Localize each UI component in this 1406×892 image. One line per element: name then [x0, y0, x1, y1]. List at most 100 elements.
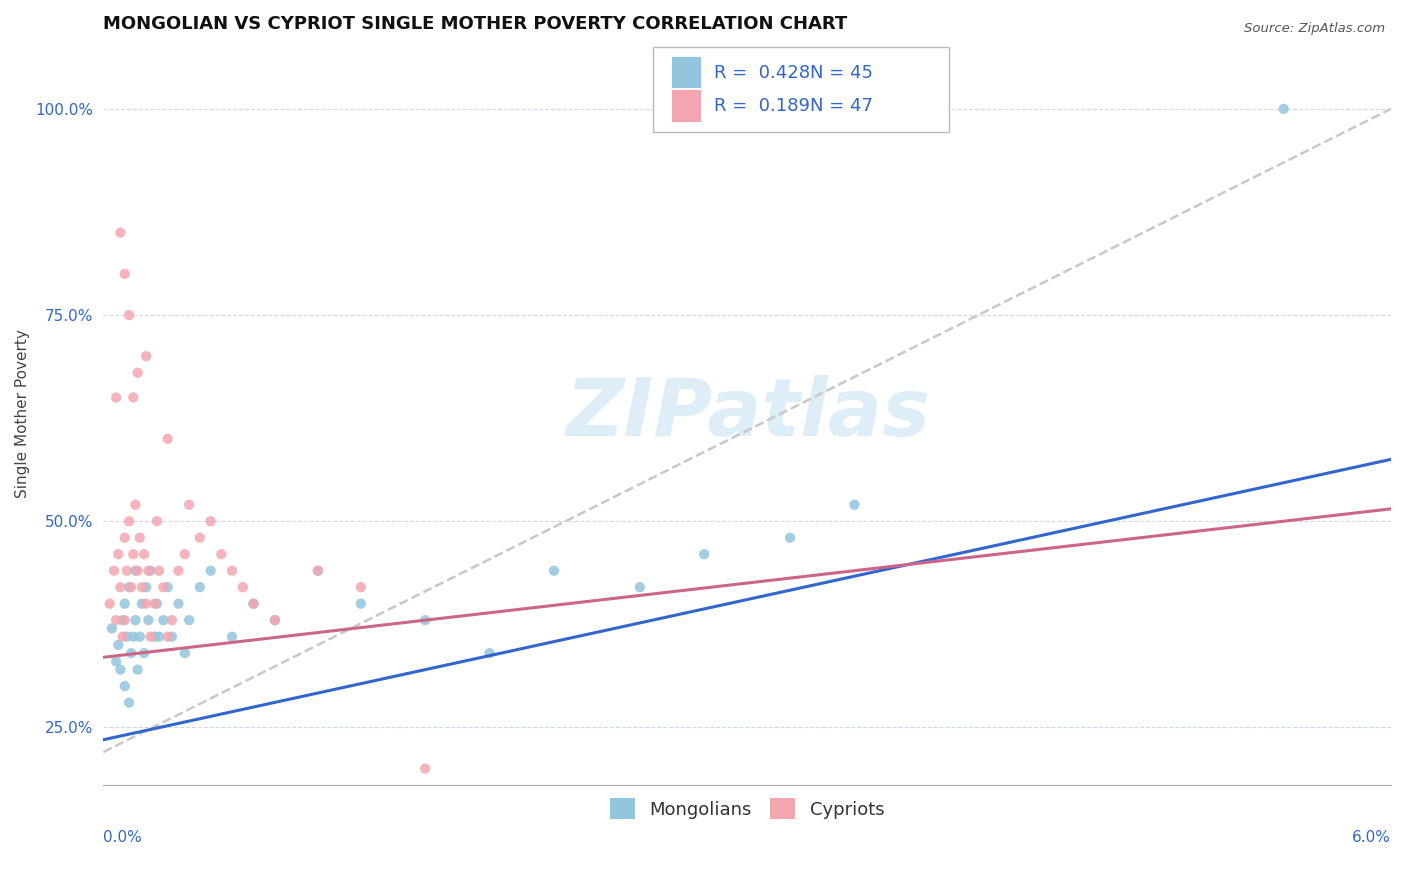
Point	[143, 630, 166, 644]
Point	[350, 580, 373, 594]
Text: 6.0%: 6.0%	[1353, 830, 1391, 845]
Point	[110, 663, 132, 677]
FancyBboxPatch shape	[672, 90, 700, 121]
Point	[127, 564, 149, 578]
Point	[156, 630, 179, 644]
Point	[127, 663, 149, 677]
Point	[146, 514, 169, 528]
Point	[156, 432, 179, 446]
Text: 0.0%: 0.0%	[103, 830, 142, 845]
Point	[118, 580, 141, 594]
Point	[122, 630, 145, 644]
Point	[156, 580, 179, 594]
Point	[124, 613, 146, 627]
Text: R =  0.428: R = 0.428	[714, 63, 810, 81]
Point	[135, 349, 157, 363]
Point	[115, 564, 138, 578]
Point	[114, 531, 136, 545]
Text: Source: ZipAtlas.com: Source: ZipAtlas.com	[1244, 22, 1385, 36]
Point	[167, 597, 190, 611]
Point	[543, 564, 565, 578]
Point	[118, 308, 141, 322]
Point	[105, 654, 128, 668]
Point	[110, 580, 132, 594]
Point	[135, 597, 157, 611]
Point	[114, 267, 136, 281]
Point	[135, 580, 157, 594]
Point	[152, 613, 174, 627]
Point	[160, 630, 183, 644]
Point	[132, 646, 155, 660]
Point	[111, 613, 134, 627]
Point	[779, 531, 801, 545]
Point	[167, 564, 190, 578]
Point	[128, 531, 150, 545]
Point	[115, 630, 138, 644]
Point	[152, 580, 174, 594]
Point	[143, 597, 166, 611]
Point	[120, 580, 142, 594]
Y-axis label: Single Mother Poverty: Single Mother Poverty	[15, 329, 30, 499]
Text: N = 45: N = 45	[810, 63, 873, 81]
Point	[307, 564, 329, 578]
Point	[139, 630, 162, 644]
Point	[173, 646, 195, 660]
Point	[264, 613, 287, 627]
Point	[114, 613, 136, 627]
Point	[264, 613, 287, 627]
Point	[105, 613, 128, 627]
Point	[139, 564, 162, 578]
Point	[232, 580, 254, 594]
Point	[179, 613, 201, 627]
Point	[131, 580, 153, 594]
Point	[200, 514, 222, 528]
Point	[118, 514, 141, 528]
Point	[173, 547, 195, 561]
Point	[242, 597, 264, 611]
Point	[107, 547, 129, 561]
Point	[122, 391, 145, 405]
FancyBboxPatch shape	[654, 46, 949, 132]
Point	[138, 613, 160, 627]
Point	[124, 498, 146, 512]
Point	[413, 762, 436, 776]
Point	[188, 580, 211, 594]
Point	[114, 597, 136, 611]
Point	[148, 564, 170, 578]
Text: R =  0.189: R = 0.189	[714, 97, 810, 115]
Point	[101, 622, 124, 636]
Point	[103, 564, 125, 578]
Point	[132, 547, 155, 561]
Point	[105, 391, 128, 405]
Point	[188, 531, 211, 545]
Point	[124, 564, 146, 578]
Point	[148, 630, 170, 644]
Point	[114, 679, 136, 693]
Point	[221, 630, 243, 644]
Point	[350, 597, 373, 611]
Point	[160, 613, 183, 627]
Point	[110, 226, 132, 240]
Point	[844, 498, 866, 512]
Point	[307, 564, 329, 578]
FancyBboxPatch shape	[672, 57, 700, 88]
Point	[107, 638, 129, 652]
Point	[131, 597, 153, 611]
Point	[242, 597, 264, 611]
Point	[628, 580, 651, 594]
Point	[128, 630, 150, 644]
Point	[200, 564, 222, 578]
Point	[120, 646, 142, 660]
Point	[209, 547, 232, 561]
Text: MONGOLIAN VS CYPRIOT SINGLE MOTHER POVERTY CORRELATION CHART: MONGOLIAN VS CYPRIOT SINGLE MOTHER POVER…	[103, 15, 848, 33]
Point	[138, 564, 160, 578]
Point	[1272, 102, 1295, 116]
Point	[127, 366, 149, 380]
Point	[413, 613, 436, 627]
Point	[693, 547, 716, 561]
Point	[478, 646, 501, 660]
Point	[111, 630, 134, 644]
Text: ZIPatlas: ZIPatlas	[565, 375, 929, 453]
Point	[179, 498, 201, 512]
Point	[98, 597, 121, 611]
